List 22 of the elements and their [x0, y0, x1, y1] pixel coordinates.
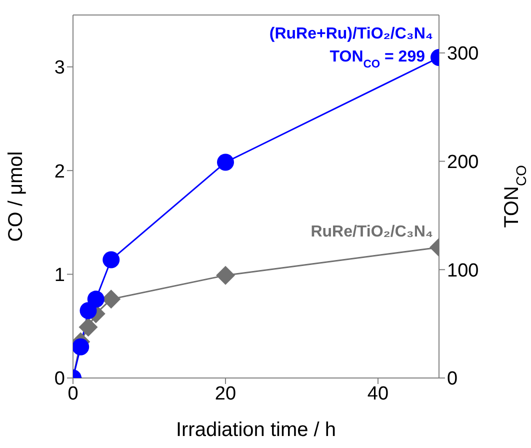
y2-tick-label: 0: [447, 368, 458, 390]
x-tick-label: 0: [68, 383, 78, 404]
x-axis-title: Irradiation time / h: [176, 419, 336, 441]
point: [78, 318, 98, 337]
y2-tick-label: 100: [447, 260, 479, 282]
point: [102, 251, 120, 268]
point: [87, 290, 104, 308]
series-label: RuRe/TiO₂/C₃N₄: [310, 223, 433, 240]
y-tick-label: 1: [54, 265, 65, 286]
y2-tick-label: 300: [447, 44, 479, 65]
y-tick-label: 2: [54, 161, 65, 182]
annotation: TON$_{CO}$ = 299: [330, 48, 426, 71]
y-tick-label: 3: [54, 58, 65, 79]
y2-tick-label: 200: [447, 152, 479, 174]
y-tick-label: 0: [54, 368, 65, 390]
y-axis-title: CO / μmol: [5, 151, 27, 242]
x-tick-label: 20: [214, 383, 236, 404]
series-label: (RuRe+Ru)/TiO₂/C₃N₄: [269, 26, 433, 43]
point: [216, 266, 235, 285]
x-tick-label: 40: [367, 383, 389, 404]
point: [217, 154, 234, 171]
point: [73, 338, 90, 356]
